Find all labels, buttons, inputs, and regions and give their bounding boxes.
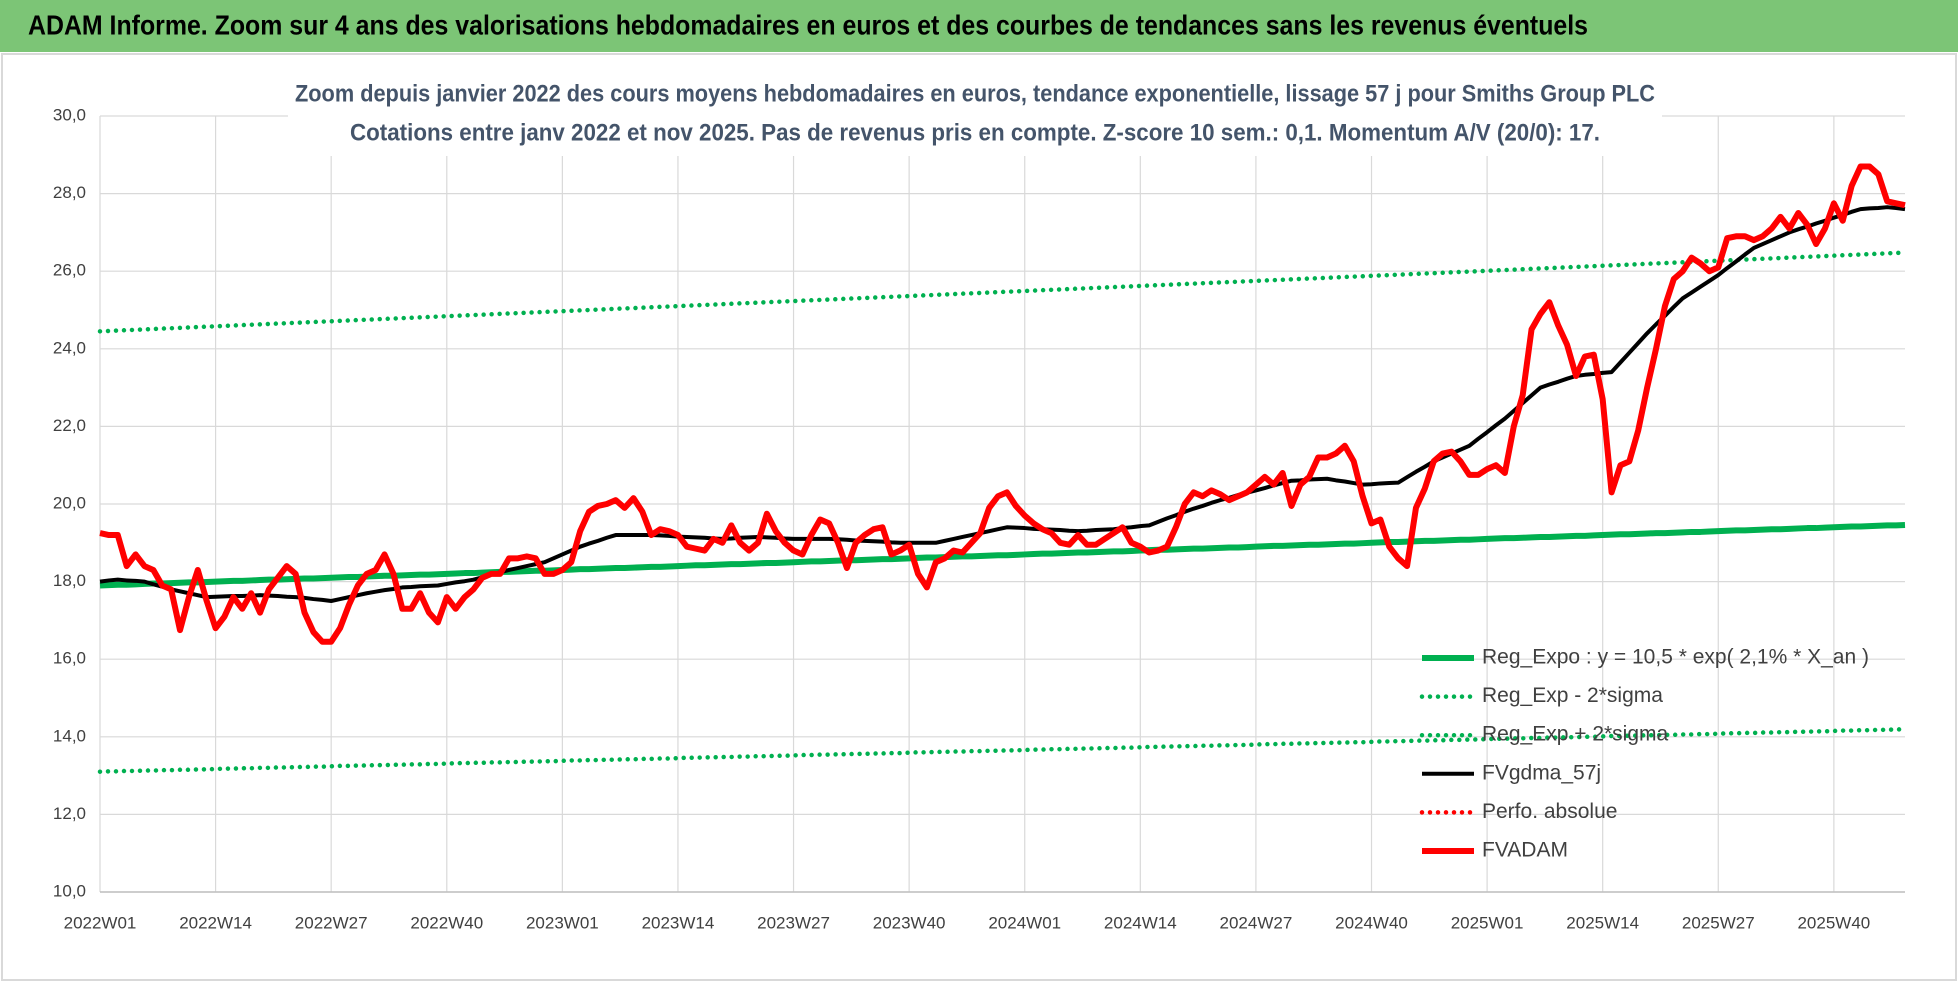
legend-label: FVADAM: [1482, 839, 1568, 862]
x-tick-label: 2022W40: [410, 913, 483, 932]
x-tick-label: 2023W01: [526, 913, 599, 932]
series-line: [99, 163, 1906, 645]
series-line: [97, 727, 1908, 774]
x-tick-label: 2024W14: [1104, 913, 1177, 932]
header-title: ADAM Informe. Zoom sur 4 ans des valoris…: [28, 9, 1588, 40]
x-tick-label: 2025W27: [1682, 913, 1755, 932]
y-tick-label: 20,0: [53, 493, 86, 512]
title-backdrop: [288, 76, 1662, 156]
y-tick-label: 22,0: [53, 416, 86, 435]
x-tick-label: 2022W01: [64, 913, 137, 932]
y-tick-label: 16,0: [53, 649, 86, 668]
chart-frame: [1, 53, 1957, 981]
x-tick-label: 2025W40: [1797, 913, 1870, 932]
y-tick-label: 24,0: [53, 338, 86, 357]
y-tick-label: 28,0: [53, 183, 86, 202]
x-tick-label: 2025W14: [1566, 913, 1639, 932]
series-line: [99, 205, 1906, 603]
legend: Reg_Expo : y = 10,5 * exp( 2,1% * X_an )…: [1419, 646, 1869, 862]
series-line: [99, 521, 1906, 589]
legend-label: Reg_Exp - 2*sigma: [1482, 684, 1663, 707]
x-tick-label: 2024W40: [1335, 913, 1408, 932]
legend-label: Perfo. absolue: [1482, 800, 1617, 823]
x-tick-label: 2022W27: [295, 913, 368, 932]
chart-title: Zoom depuis janvier 2022 des cours moyen…: [295, 80, 1655, 107]
header-bar: [0, 0, 1958, 52]
x-tick-label: 2025W01: [1451, 913, 1524, 932]
y-tick-label: 30,0: [53, 105, 86, 124]
y-tick-label: 14,0: [53, 726, 86, 745]
x-tick-label: 2024W27: [1220, 913, 1293, 932]
legend-label: FVgdma_57j: [1482, 761, 1601, 784]
legend-label: Reg_Expo : y = 10,5 * exp( 2,1% * X_an ): [1482, 646, 1869, 669]
y-tick-label: 10,0: [53, 881, 86, 900]
x-tick-label: 2022W14: [179, 913, 252, 932]
chart-subtitle: Cotations entre janv 2022 et nov 2025. P…: [350, 119, 1600, 146]
y-tick-label: 18,0: [53, 571, 86, 590]
y-tick-label: 26,0: [53, 261, 86, 280]
legend-label: Reg_Exp + 2*sigma: [1482, 723, 1669, 746]
series-line: [97, 250, 1908, 334]
plot-area: 10,0 12,0 14,0 16,0 18,0 20,0 22,0 24,0 26,0 28,0…: [53, 105, 1908, 932]
x-tick-label: 2024W01: [988, 913, 1061, 932]
x-tick-label: 2023W40: [873, 913, 946, 932]
x-tick-label: 2023W14: [642, 913, 715, 932]
y-tick-label: 12,0: [53, 804, 86, 823]
x-tick-label: 2023W27: [757, 913, 830, 932]
